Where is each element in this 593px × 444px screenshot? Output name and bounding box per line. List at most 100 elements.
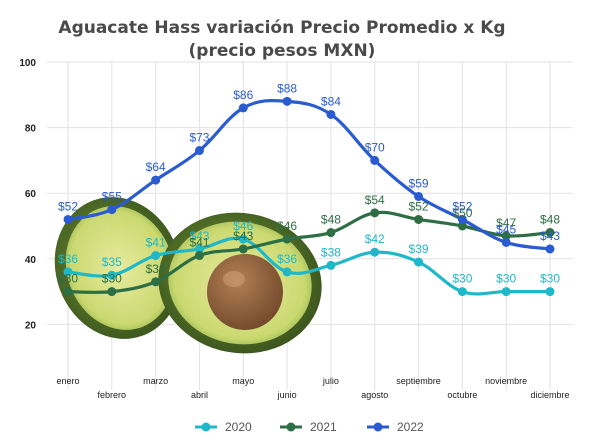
- data-point-2022: [326, 109, 336, 119]
- data-point-2022: [370, 155, 380, 165]
- legend: 2020 2021 2022: [195, 420, 424, 434]
- data-point-2021: [194, 251, 204, 261]
- legend-label-2022: 2022: [397, 420, 424, 434]
- legend-label-2021: 2021: [310, 420, 337, 434]
- y-tick-label: 80: [25, 124, 37, 135]
- data-point-2020: [194, 244, 204, 254]
- data-label-2020: $39: [409, 242, 429, 256]
- data-point-2020: [107, 270, 117, 280]
- x-tick-label: enero: [56, 376, 79, 386]
- data-label-2022: $52: [452, 199, 472, 213]
- data-point-2020: [63, 267, 73, 277]
- data-point-2020: [282, 267, 292, 277]
- data-labels: $36 $35$41 $43$46$36 $38$42$39$30 $30 $30$30 $…: [58, 81, 560, 285]
- data-label-2022: $43: [540, 229, 560, 243]
- data-point-2022: [107, 205, 117, 215]
- data-label-2022: $59: [409, 176, 429, 190]
- data-point-2022: [414, 191, 424, 201]
- data-point-2021: [414, 214, 424, 224]
- y-tick-label: 60: [25, 189, 37, 200]
- data-label-2022: $88: [277, 81, 297, 95]
- data-label-2020: $36: [277, 252, 297, 266]
- data-label-2020: $46: [233, 219, 253, 233]
- data-label-2022: $73: [189, 131, 209, 145]
- x-tick-label: agosto: [361, 390, 388, 400]
- x-tick-label: octubre: [447, 390, 477, 400]
- data-label-2021: $54: [365, 193, 385, 207]
- data-point-2021: [151, 277, 161, 287]
- data-point-2022: [457, 214, 467, 224]
- data-label-2021: $48: [321, 213, 341, 227]
- data-label-2020: $30: [452, 272, 472, 286]
- data-label-2021: $30: [58, 272, 78, 286]
- x-tick-label: septiembre: [396, 376, 441, 386]
- data-point-2020: [414, 257, 424, 267]
- data-point-2021: [545, 228, 555, 238]
- x-tick-label: julio: [322, 376, 339, 386]
- y-tick-label: 40: [25, 255, 37, 266]
- data-label-2022: $84: [321, 94, 341, 108]
- legend-marker-2021: [286, 422, 296, 432]
- data-point-2021: [238, 244, 248, 254]
- data-point-2021: [370, 208, 380, 218]
- data-label-2021: $52: [409, 199, 429, 213]
- data-point-2022: [238, 103, 248, 113]
- data-label-2020: $30: [496, 272, 516, 286]
- data-point-2022: [282, 96, 292, 106]
- data-point-2020: [151, 251, 161, 261]
- data-point-2020: [457, 287, 467, 297]
- data-point-2021: [457, 221, 467, 231]
- data-label-2021: $47: [496, 216, 516, 230]
- data-point-2022: [194, 146, 204, 156]
- data-label-2020: $36: [58, 252, 78, 266]
- data-point-2021: [63, 287, 73, 297]
- data-label-2022: $64: [146, 160, 166, 174]
- x-tick-label: marzo: [143, 376, 168, 386]
- legend-marker-2020: [201, 422, 211, 432]
- chart-title: Aguacate Hass variación Precio Promedio …: [58, 18, 505, 38]
- data-label-2022: $86: [233, 88, 253, 102]
- data-point-2020: [370, 247, 380, 257]
- data-label-2020: $43: [189, 229, 209, 243]
- data-point-2022: [545, 244, 555, 254]
- data-label-2022: $45: [496, 222, 516, 236]
- data-point-2021: [282, 234, 292, 244]
- data-point-2020: [545, 287, 555, 297]
- data-point-2022: [63, 214, 73, 224]
- data-label-2022: $52: [58, 199, 78, 213]
- x-tick-label: noviembre: [485, 376, 527, 386]
- data-label-2021: $46: [277, 219, 297, 233]
- data-label-2021: $43: [233, 229, 253, 243]
- data-label-2022: $70: [365, 140, 385, 154]
- chart-subtitle: (precio pesos MXN): [189, 41, 376, 61]
- data-label-2021: $41: [189, 236, 209, 250]
- x-tick-label: junio: [277, 390, 297, 400]
- data-label-2021: $33: [146, 262, 166, 276]
- x-tick-label: mayo: [232, 376, 254, 386]
- data-label-2020: $42: [365, 232, 385, 246]
- series-points: [63, 96, 555, 297]
- data-label-2020: $41: [146, 236, 166, 250]
- data-point-2022: [501, 237, 511, 247]
- data-label-2020: $38: [321, 245, 341, 259]
- data-point-2020: [501, 287, 511, 297]
- y-tick-label: 100: [19, 58, 36, 69]
- x-tick-label: diciembre: [530, 390, 569, 400]
- data-point-2021: [326, 228, 336, 238]
- data-label-2020: $30: [540, 272, 560, 286]
- y-axis-ticks: 20 40 60 80 100: [19, 58, 36, 331]
- data-label-2022: $55: [102, 190, 122, 204]
- avocado-image: [54, 197, 322, 354]
- data-label-2021: $30: [102, 272, 122, 286]
- data-point-2021: [107, 287, 117, 297]
- data-label-2021: $48: [540, 213, 560, 227]
- data-point-2021: [501, 231, 511, 241]
- data-label-2021: $50: [452, 206, 472, 220]
- data-point-2020: [238, 234, 248, 244]
- data-point-2022: [151, 175, 161, 185]
- x-tick-label: abril: [191, 390, 208, 400]
- legend-marker-2022: [373, 422, 383, 432]
- data-label-2020: $35: [102, 255, 122, 269]
- x-axis-ticks: enero febrero marzo abril mayo junio julio agos…: [56, 376, 569, 400]
